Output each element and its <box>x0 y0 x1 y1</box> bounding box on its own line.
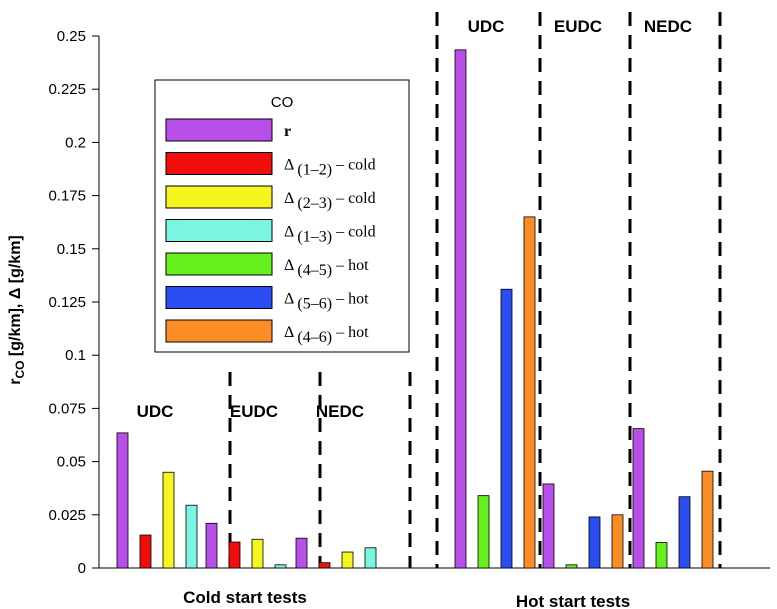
y-tick-label: 0.225 <box>48 81 86 98</box>
legend-swatch-d13 <box>165 219 273 242</box>
y-tick-label: 0.25 <box>57 28 86 45</box>
legend-label-r: r <box>284 123 291 140</box>
bar-hot-udc-d45 <box>477 495 490 569</box>
y-tick-label: 0.125 <box>48 294 86 311</box>
group-label: Cold start tests <box>183 588 307 607</box>
bar-hot-eudc-d46 <box>611 514 624 569</box>
cycle-labels: UDC EUDC NEDC UDC EUDC NEDC <box>137 17 693 421</box>
y-tick-label: 0.15 <box>57 241 86 258</box>
bar-hot-eudc-d45 <box>565 564 578 569</box>
cycle-label: EUDC <box>554 17 602 36</box>
legend-swatch-d56 <box>165 286 273 309</box>
bar-hot-eudc-r <box>542 483 555 569</box>
y-tick-label: 0.2 <box>65 134 86 151</box>
bar-cold-nedc-d23 <box>341 551 354 569</box>
bar-cold-nedc-r <box>295 537 308 569</box>
bar-cold-udc-d13 <box>185 504 198 569</box>
bar-hot-nedc-d45 <box>655 542 668 569</box>
y-tick-label: 0.025 <box>48 507 86 524</box>
bar-hot-nedc-d56 <box>678 496 691 569</box>
legend-label-d56: Δ (5–6) – hot <box>284 291 369 313</box>
group-label: Hot start tests <box>516 592 630 609</box>
legend-label-d12: Δ (1–2) – cold <box>284 157 376 179</box>
cycle-label: NEDC <box>316 402 364 421</box>
bar-cold-nedc-d13 <box>364 547 377 569</box>
cycle-dividers <box>228 12 722 568</box>
legend-label-d45: Δ (4–5) – hot <box>284 257 369 279</box>
legend-swatch-d23 <box>165 185 273 209</box>
bar-cold-udc-d12 <box>139 534 152 569</box>
bar-cold-udc-d23 <box>162 471 175 569</box>
cycle-label: UDC <box>468 17 505 36</box>
y-tick-label: 0.05 <box>57 454 86 471</box>
y-tick-label: 0.175 <box>48 188 86 205</box>
bar-hot-udc-r <box>454 49 467 569</box>
legend-label-d46: Δ (4–6) – hot <box>284 324 369 346</box>
legend-title: CO <box>271 94 294 111</box>
y-tick-label: 0.075 <box>48 400 86 417</box>
legend-swatch-d46 <box>165 319 273 343</box>
bar-hot-nedc-r <box>632 428 645 569</box>
cycle-label: NEDC <box>644 17 692 36</box>
legend-swatch-r <box>165 118 273 142</box>
y-axis-label-main: r <box>7 379 24 385</box>
legend-label-d23: Δ (2–3) – cold <box>284 190 376 212</box>
bar-cold-eudc-d12 <box>228 541 241 569</box>
cycle-label: UDC <box>137 402 174 421</box>
cycle-label: EUDC <box>230 402 278 421</box>
bar-cold-eudc-r <box>205 522 218 569</box>
bar-hot-nedc-d46 <box>701 470 714 569</box>
y-tick-label: 0 <box>78 560 86 577</box>
bar-hot-eudc-d56 <box>588 516 601 569</box>
bars <box>116 49 714 569</box>
y-ticks: 0 0.025 0.05 0.075 0.1 0.125 0.15 0.175 0.2 0.225… <box>48 28 99 577</box>
legend-entries: r Δ (1–2) – cold Δ (2–3) – cold Δ (1–3) – c… <box>165 118 376 346</box>
y-axis-label-sub: CO <box>13 361 27 379</box>
legend-swatch-d45 <box>165 252 273 276</box>
legend: CO r Δ (1–2) – cold Δ (2–3) – cold Δ (1–3) … <box>154 79 410 353</box>
bar-cold-nedc-d12 <box>318 562 331 569</box>
y-axis-label-rest: [g/km], Δ [g/km] <box>7 235 24 360</box>
bar-cold-udc-r <box>116 432 129 569</box>
group-labels: Cold start tests Hot start tests <box>183 588 630 609</box>
legend-swatch-d12 <box>165 152 273 175</box>
bar-hot-udc-d56 <box>500 288 513 569</box>
y-tick-label: 0.1 <box>65 347 86 364</box>
y-axis-label: rCO [g/km], Δ [g/km] <box>7 235 27 385</box>
bar-hot-udc-d46 <box>523 216 536 569</box>
bar-cold-eudc-d13 <box>274 564 287 569</box>
legend-label-d13: Δ (1–3) – cold <box>284 224 376 246</box>
bar-cold-eudc-d23 <box>251 538 264 569</box>
